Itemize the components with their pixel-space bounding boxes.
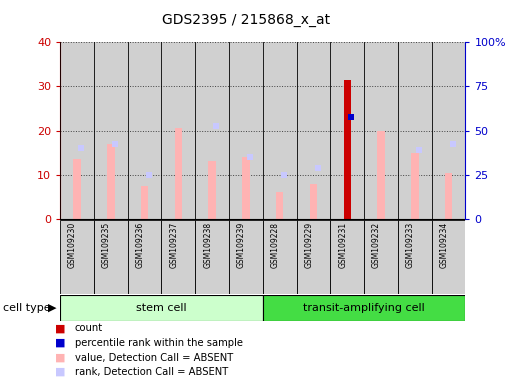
Text: GSM109238: GSM109238	[203, 222, 212, 268]
FancyBboxPatch shape	[431, 220, 465, 294]
Bar	[128, 42, 162, 219]
Text: GSM109229: GSM109229	[304, 222, 313, 268]
Bar	[209, 162, 216, 219]
Bar	[162, 42, 195, 219]
FancyBboxPatch shape	[229, 220, 263, 294]
FancyBboxPatch shape	[398, 220, 431, 294]
Text: count: count	[75, 323, 103, 333]
Bar	[377, 131, 385, 219]
Text: GDS2395 / 215868_x_at: GDS2395 / 215868_x_at	[162, 13, 330, 27]
Bar	[297, 42, 331, 219]
Text: stem cell: stem cell	[136, 303, 187, 313]
Bar	[73, 159, 81, 219]
Text: ■: ■	[55, 323, 65, 333]
FancyBboxPatch shape	[60, 220, 94, 294]
FancyBboxPatch shape	[195, 220, 229, 294]
FancyBboxPatch shape	[331, 220, 364, 294]
Text: GSM109239: GSM109239	[237, 222, 246, 268]
FancyBboxPatch shape	[297, 220, 331, 294]
Text: value, Detection Call = ABSENT: value, Detection Call = ABSENT	[75, 353, 233, 362]
Bar	[195, 42, 229, 219]
Text: GSM109228: GSM109228	[271, 222, 280, 268]
Text: transit-amplifying cell: transit-amplifying cell	[303, 303, 425, 313]
Bar	[263, 42, 297, 219]
Bar	[398, 42, 431, 219]
Bar	[276, 192, 283, 219]
Bar	[331, 42, 364, 219]
Text: rank, Detection Call = ABSENT: rank, Detection Call = ABSENT	[75, 367, 228, 377]
Text: GSM109230: GSM109230	[68, 222, 77, 268]
FancyBboxPatch shape	[364, 220, 398, 294]
Bar	[175, 128, 182, 219]
Text: cell type: cell type	[3, 303, 50, 313]
Bar	[445, 172, 452, 219]
Bar	[60, 42, 94, 219]
Bar	[242, 157, 249, 219]
Bar	[141, 186, 149, 219]
FancyBboxPatch shape	[263, 220, 297, 294]
Text: ■: ■	[55, 353, 65, 362]
Text: percentile rank within the sample: percentile rank within the sample	[75, 338, 243, 348]
Bar	[229, 42, 263, 219]
FancyBboxPatch shape	[128, 220, 162, 294]
Text: GSM109231: GSM109231	[338, 222, 347, 268]
Text: ■: ■	[55, 338, 65, 348]
Text: GSM109234: GSM109234	[439, 222, 449, 268]
Text: ■: ■	[55, 367, 65, 377]
Bar	[94, 42, 128, 219]
Bar	[364, 42, 398, 219]
Text: GSM109236: GSM109236	[135, 222, 144, 268]
Text: GSM109233: GSM109233	[406, 222, 415, 268]
Bar	[60, 295, 263, 321]
Bar	[344, 80, 351, 219]
FancyBboxPatch shape	[162, 220, 195, 294]
Bar	[431, 42, 465, 219]
Bar	[310, 184, 317, 219]
Text: GSM109232: GSM109232	[372, 222, 381, 268]
Bar	[263, 295, 465, 321]
Text: GSM109237: GSM109237	[169, 222, 178, 268]
Bar	[107, 144, 115, 219]
Text: ▶: ▶	[48, 303, 56, 313]
Bar	[411, 152, 418, 219]
Text: GSM109235: GSM109235	[102, 222, 111, 268]
FancyBboxPatch shape	[94, 220, 128, 294]
